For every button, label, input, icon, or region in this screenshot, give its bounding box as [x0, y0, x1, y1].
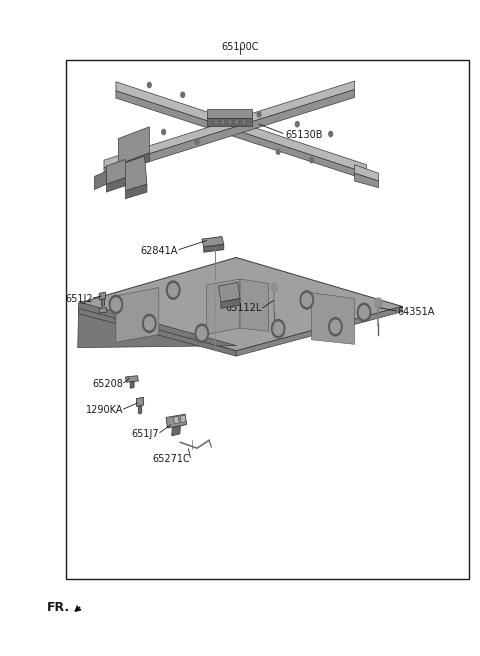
Polygon shape — [107, 178, 125, 192]
Polygon shape — [123, 156, 147, 191]
Polygon shape — [118, 127, 149, 165]
Polygon shape — [218, 282, 240, 302]
Polygon shape — [79, 308, 236, 356]
Polygon shape — [206, 117, 252, 125]
Circle shape — [109, 295, 122, 314]
Polygon shape — [99, 308, 107, 313]
Circle shape — [197, 327, 206, 340]
Circle shape — [274, 322, 283, 335]
Circle shape — [329, 131, 333, 136]
Polygon shape — [166, 414, 187, 428]
Polygon shape — [228, 119, 232, 125]
Polygon shape — [138, 405, 142, 413]
Text: 65130B: 65130B — [285, 131, 323, 140]
Circle shape — [181, 92, 185, 97]
Circle shape — [167, 281, 180, 299]
Polygon shape — [104, 81, 355, 168]
Polygon shape — [242, 119, 246, 125]
Polygon shape — [236, 306, 402, 356]
Circle shape — [195, 324, 208, 342]
Circle shape — [162, 129, 166, 134]
Polygon shape — [130, 382, 134, 388]
Polygon shape — [116, 82, 366, 173]
Polygon shape — [355, 165, 378, 181]
Circle shape — [331, 320, 340, 333]
Text: 65100C: 65100C — [221, 42, 259, 52]
Polygon shape — [240, 279, 269, 331]
Polygon shape — [214, 119, 217, 125]
Circle shape — [271, 283, 278, 292]
Polygon shape — [116, 287, 159, 342]
Polygon shape — [118, 153, 149, 173]
Circle shape — [358, 303, 371, 321]
Polygon shape — [107, 159, 125, 184]
Circle shape — [195, 139, 199, 144]
Text: 65112L: 65112L — [225, 304, 262, 314]
Circle shape — [360, 306, 369, 319]
Polygon shape — [355, 173, 378, 188]
Polygon shape — [202, 237, 224, 247]
Polygon shape — [180, 415, 186, 422]
Circle shape — [147, 83, 151, 88]
Polygon shape — [206, 279, 240, 335]
Polygon shape — [204, 245, 224, 252]
Polygon shape — [221, 298, 240, 308]
Circle shape — [300, 291, 313, 309]
Circle shape — [143, 314, 156, 333]
Text: FR.: FR. — [47, 601, 70, 614]
Circle shape — [276, 149, 280, 154]
Text: 65271C: 65271C — [152, 454, 190, 464]
Text: 651J7: 651J7 — [131, 429, 159, 439]
Polygon shape — [235, 119, 239, 125]
Polygon shape — [173, 416, 180, 424]
Text: 64351A: 64351A — [397, 306, 435, 317]
Polygon shape — [104, 90, 355, 176]
Text: 62841A: 62841A — [141, 246, 178, 256]
Polygon shape — [136, 398, 144, 406]
Circle shape — [310, 157, 313, 163]
Text: 651J2: 651J2 — [65, 294, 93, 304]
Circle shape — [329, 318, 342, 336]
Text: 65208: 65208 — [92, 379, 123, 388]
Polygon shape — [206, 109, 252, 117]
Polygon shape — [95, 171, 107, 190]
Polygon shape — [102, 299, 105, 306]
Circle shape — [295, 121, 299, 127]
Polygon shape — [78, 303, 236, 348]
Circle shape — [111, 298, 120, 311]
Polygon shape — [79, 257, 402, 351]
Circle shape — [257, 112, 261, 117]
Circle shape — [144, 317, 154, 330]
Polygon shape — [116, 91, 366, 180]
Circle shape — [272, 319, 285, 338]
Polygon shape — [125, 184, 147, 199]
Polygon shape — [172, 426, 180, 436]
Polygon shape — [125, 376, 138, 382]
Text: 1290KA: 1290KA — [85, 405, 123, 415]
Circle shape — [374, 298, 382, 308]
Circle shape — [168, 283, 178, 297]
Polygon shape — [221, 119, 225, 125]
Polygon shape — [99, 292, 106, 300]
Circle shape — [302, 293, 312, 306]
Polygon shape — [312, 293, 355, 344]
Bar — [66, 60, 469, 579]
